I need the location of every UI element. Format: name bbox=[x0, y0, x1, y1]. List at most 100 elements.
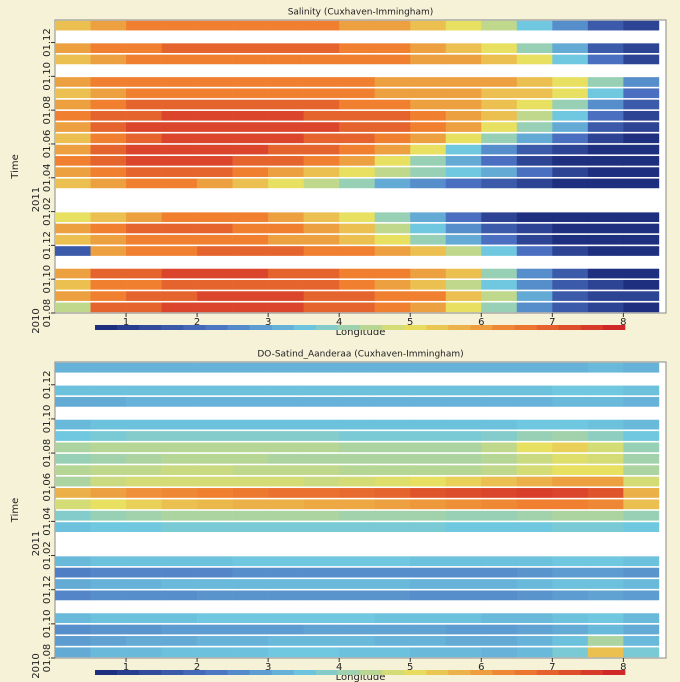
heat-cell bbox=[623, 212, 660, 223]
heat-cell bbox=[445, 279, 482, 290]
heat-cell bbox=[268, 212, 304, 223]
x-tick-label: 1 bbox=[123, 317, 129, 328]
heat-cell bbox=[268, 302, 304, 313]
heat-cell bbox=[55, 510, 91, 521]
x-tick-label: 1 bbox=[123, 662, 129, 673]
heat-cell bbox=[481, 212, 518, 223]
heat-cell bbox=[552, 510, 589, 521]
heat-cell bbox=[232, 212, 269, 223]
heat-cell bbox=[410, 465, 447, 476]
heat-cell bbox=[197, 556, 233, 567]
heat-cell bbox=[374, 488, 411, 498]
heat-cell bbox=[197, 385, 233, 396]
heat-cell bbox=[126, 396, 162, 407]
heat-cell bbox=[268, 476, 304, 487]
heat-cell bbox=[161, 556, 198, 567]
heat-cell bbox=[268, 385, 304, 396]
heat-cell bbox=[197, 624, 233, 635]
heat-cell bbox=[55, 590, 91, 601]
heat-cell bbox=[445, 54, 482, 65]
colorbar-swatch bbox=[404, 325, 427, 330]
heat-cell bbox=[90, 110, 127, 121]
year-label: 2011 bbox=[31, 187, 42, 212]
heat-cell bbox=[232, 178, 269, 189]
heat-cell bbox=[587, 522, 624, 532]
heat-cell bbox=[410, 122, 447, 132]
y-tick-label: 01.08 bbox=[42, 439, 53, 468]
heat-cell bbox=[268, 88, 304, 99]
colorbar-swatch bbox=[293, 325, 317, 330]
x-tick-label: 7 bbox=[549, 317, 555, 328]
heat-cell bbox=[445, 579, 482, 589]
heat-cell bbox=[126, 522, 162, 532]
heat-cell bbox=[161, 453, 198, 464]
heat-cell bbox=[339, 647, 376, 658]
heat-cell bbox=[126, 77, 162, 87]
heat-cell bbox=[623, 453, 660, 464]
heat-cell bbox=[232, 291, 269, 301]
heat-cell bbox=[410, 453, 447, 464]
heat-cell bbox=[623, 385, 660, 396]
heat-cell bbox=[197, 579, 233, 589]
heat-cell bbox=[552, 419, 589, 430]
heat-cell bbox=[339, 488, 376, 498]
colorbar-swatch bbox=[448, 325, 471, 330]
heat-cell bbox=[481, 110, 518, 121]
colorbar-swatch bbox=[426, 325, 449, 330]
heat-cell bbox=[445, 156, 482, 166]
heat-cell bbox=[339, 636, 376, 646]
heat-cell bbox=[303, 234, 340, 245]
heat-cell bbox=[623, 647, 660, 658]
heat-cell bbox=[126, 223, 162, 234]
heat-cell bbox=[197, 488, 233, 498]
plot-area bbox=[54, 19, 667, 314]
heat-cell bbox=[339, 54, 376, 65]
colorbar-swatch bbox=[161, 670, 184, 675]
heat-cell bbox=[268, 522, 304, 532]
heat-cell bbox=[232, 453, 269, 464]
heat-cell bbox=[268, 579, 304, 589]
colorbar-swatch bbox=[360, 670, 383, 675]
heat-cell bbox=[55, 110, 91, 121]
heat-cell bbox=[516, 156, 553, 166]
heat-cell bbox=[623, 268, 660, 279]
heat-cell bbox=[623, 223, 660, 234]
y-tick-label: 01.06 bbox=[42, 473, 53, 502]
heat-cell bbox=[268, 20, 304, 31]
heat-cell bbox=[90, 291, 127, 301]
heat-cell bbox=[410, 156, 447, 166]
heat-cell bbox=[303, 246, 340, 256]
heat-cell bbox=[232, 223, 269, 234]
heat-cell bbox=[445, 122, 482, 132]
heat-cell bbox=[90, 167, 127, 177]
heat-cell bbox=[126, 567, 162, 578]
heat-cell bbox=[232, 522, 269, 532]
heat-cell bbox=[126, 88, 162, 99]
heat-cell bbox=[161, 99, 198, 110]
heat-cell bbox=[587, 465, 624, 476]
heat-cell bbox=[303, 156, 340, 166]
heat-cell bbox=[587, 488, 624, 498]
heat-cell bbox=[445, 396, 482, 407]
heat-cell bbox=[623, 419, 660, 430]
heat-cell bbox=[55, 453, 91, 464]
heat-cell bbox=[161, 476, 198, 487]
heat-cell bbox=[410, 613, 447, 624]
heat-cell bbox=[161, 156, 198, 166]
heat-cell bbox=[339, 77, 376, 87]
heat-cell bbox=[587, 613, 624, 624]
heat-cell bbox=[197, 144, 233, 155]
heat-cell bbox=[481, 476, 518, 487]
heat-cell bbox=[552, 647, 589, 658]
heat-cell bbox=[587, 122, 624, 132]
colorbar-swatch bbox=[117, 670, 140, 675]
heat-cell bbox=[481, 178, 518, 189]
heat-cell bbox=[55, 212, 91, 223]
heat-cell bbox=[552, 178, 589, 189]
heat-cell bbox=[587, 624, 624, 635]
heat-cell bbox=[374, 20, 411, 31]
heat-cell bbox=[516, 110, 553, 121]
heat-cell bbox=[126, 291, 162, 301]
heat-cell bbox=[516, 302, 553, 313]
heat-cell bbox=[126, 178, 162, 189]
